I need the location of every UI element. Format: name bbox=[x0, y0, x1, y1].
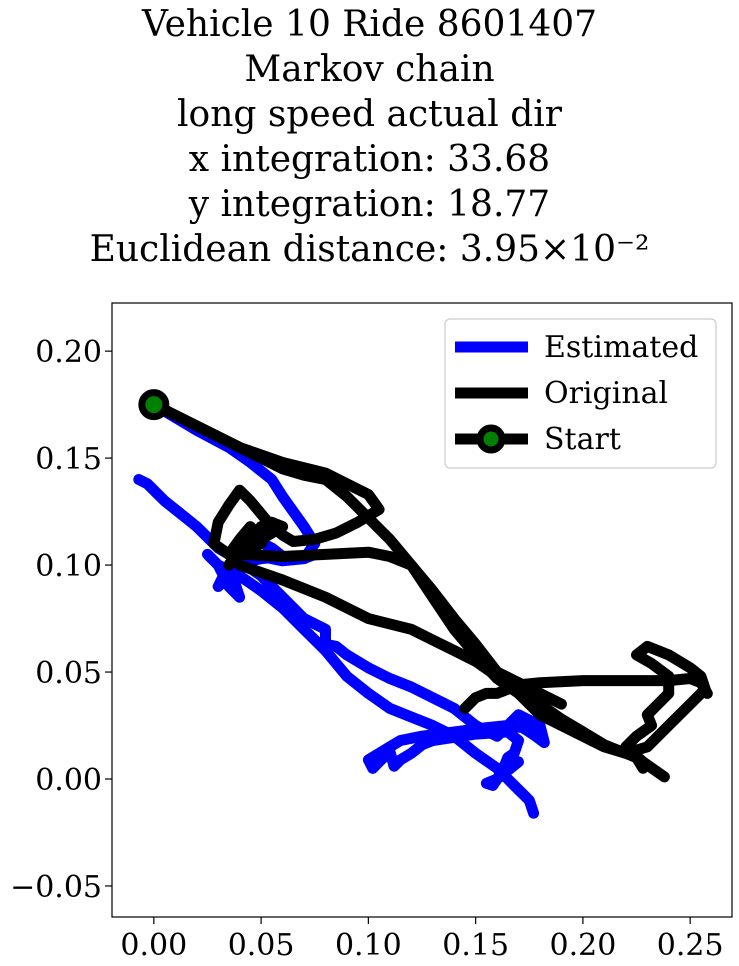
y-tick-label: 0.15 bbox=[35, 442, 102, 477]
y-tick-label: −0.05 bbox=[10, 870, 102, 905]
title-line-6: Euclidean distance: 3.95×10⁻² bbox=[89, 229, 650, 270]
y-tick-label: 0.00 bbox=[35, 763, 102, 798]
chart-title: Vehicle 10 Ride 8601407 Markov chain lon… bbox=[0, 0, 739, 272]
x-tick-label: 0.15 bbox=[442, 928, 509, 963]
ticks-layer: 0.00 0.05 0.10 0.15 0.20 0.25 −0.05 0.00 0.05 0.1… bbox=[10, 335, 724, 963]
title-line-2: Markov chain bbox=[244, 49, 495, 90]
x-tick-label: 0.25 bbox=[657, 928, 724, 963]
start-marker bbox=[138, 389, 170, 421]
axes-frame bbox=[111, 302, 733, 918]
series-line-original-3 bbox=[148, 399, 711, 783]
x-tick-label: 0.10 bbox=[335, 928, 402, 963]
y-tick-label: 0.10 bbox=[35, 549, 102, 584]
title-line-4: x integration: 33.68 bbox=[188, 139, 551, 180]
legend-label-original: Original bbox=[544, 376, 668, 411]
x-tick-label: 0.00 bbox=[120, 928, 187, 963]
series-line-original-5 bbox=[234, 559, 567, 710]
series-line-original-4 bbox=[459, 673, 713, 714]
series-layer bbox=[133, 389, 713, 819]
title-line-1: Vehicle 10 Ride 8601407 bbox=[141, 4, 598, 45]
legend-start-marker bbox=[476, 424, 506, 454]
x-tick-label: 0.05 bbox=[228, 928, 295, 963]
legend-label-estimated: Estimated bbox=[544, 330, 698, 365]
title-line-5: y integration: 18.77 bbox=[188, 184, 551, 225]
legend-label-start: Start bbox=[544, 422, 621, 457]
legend: Estimated Original Start bbox=[444, 318, 717, 469]
legend-box bbox=[444, 318, 717, 469]
x-tick-label: 0.20 bbox=[550, 928, 617, 963]
title-line-3: long speed actual dir bbox=[177, 94, 562, 135]
y-tick-label: 0.20 bbox=[35, 335, 102, 370]
y-tick-label: 0.05 bbox=[35, 656, 102, 691]
